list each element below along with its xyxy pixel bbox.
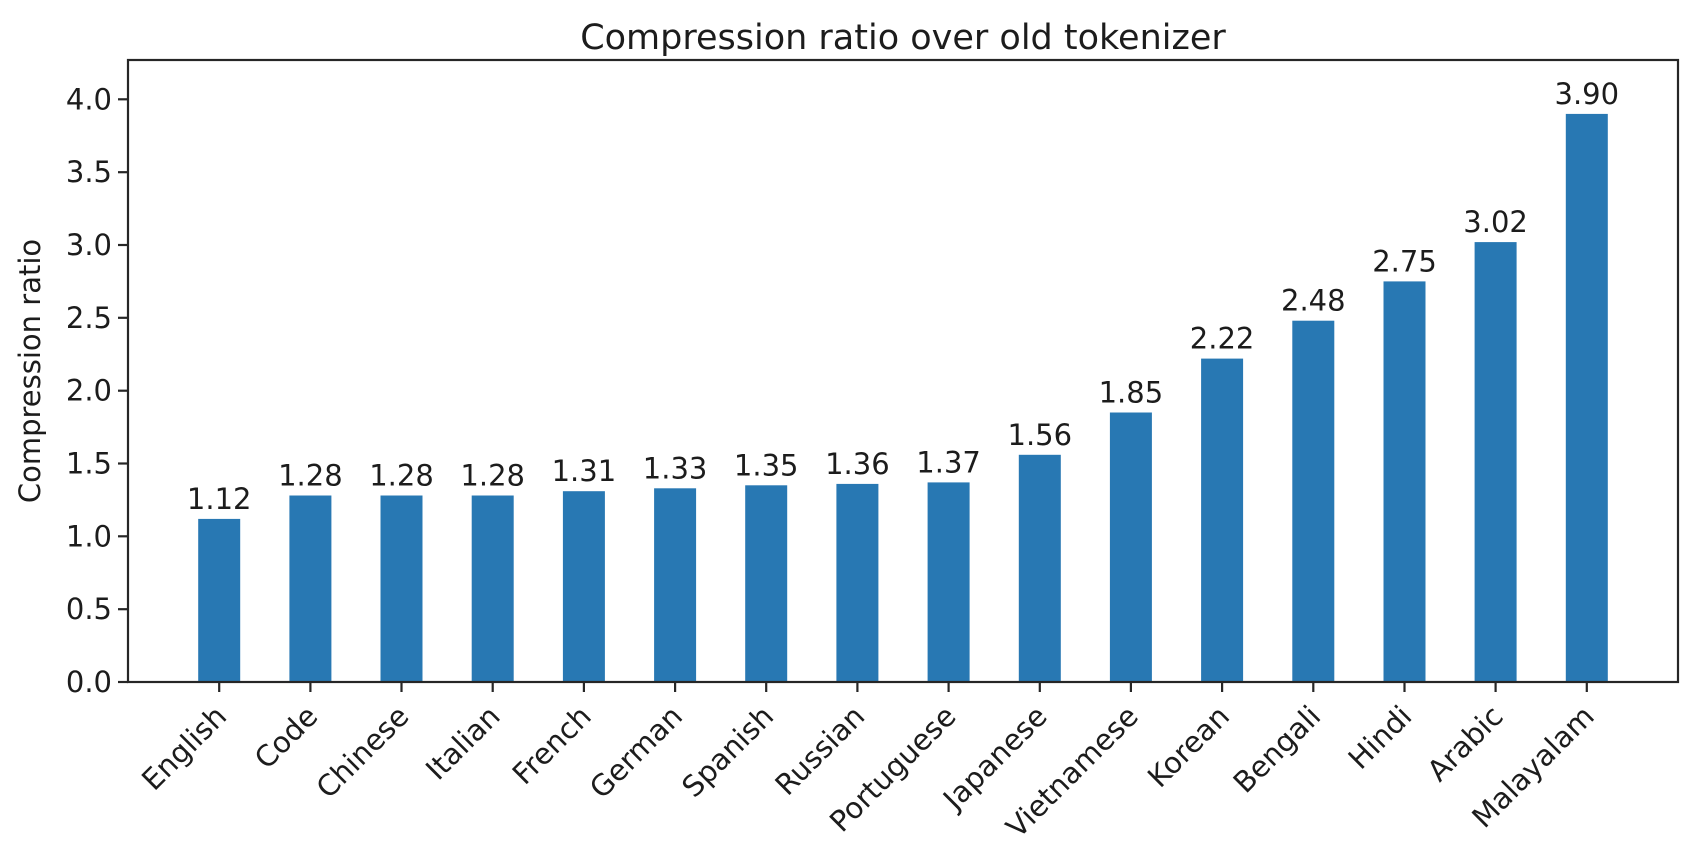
bar-value-labels: 1.12 1.28 1.28 1.28 1.31 1.33 1.35 1.36 1.37 1.56…	[187, 77, 1619, 516]
bar-value-label-vietnamese: 1.85	[1099, 376, 1164, 410]
x-tick-label-french: French	[506, 699, 598, 791]
x-tick-label-arabic: Arabic	[1420, 699, 1509, 788]
bar-vietnamese	[1109, 412, 1152, 682]
plot-border	[126, 58, 1680, 684]
y-tick-label-1.0: 1.0	[66, 519, 112, 553]
bar-value-label-french: 1.31	[552, 454, 617, 488]
bar-french	[562, 491, 605, 682]
bar-value-label-spanish: 1.35	[734, 448, 799, 482]
x-tick-label-italian: Italian	[419, 699, 507, 787]
bar-german	[654, 488, 697, 682]
y-tick-label-2.5: 2.5	[66, 301, 112, 335]
bar-value-label-code: 1.28	[278, 459, 343, 493]
bar-malayalam	[1565, 113, 1608, 682]
bar-value-label-english: 1.12	[187, 482, 252, 516]
bar-value-label-german: 1.33	[643, 451, 708, 485]
bar-value-label-japanese: 1.56	[1008, 418, 1073, 452]
bar-english	[198, 518, 241, 682]
y-tick-label-3.5: 3.5	[66, 155, 112, 189]
bar-korean	[1201, 358, 1244, 682]
bar-bengali	[1292, 320, 1335, 682]
bar-spanish	[745, 485, 788, 682]
y-tick-label-0.0: 0.0	[66, 665, 112, 699]
bar-hindi	[1383, 281, 1426, 682]
bar-value-label-chinese: 1.28	[369, 459, 434, 493]
bar-italian	[471, 495, 514, 682]
bar-value-label-arabic: 3.02	[1463, 205, 1528, 239]
y-tick-label-2.0: 2.0	[66, 374, 112, 408]
bar-japanese	[1018, 454, 1061, 682]
x-tick-label-chinese: Chinese	[309, 699, 415, 805]
bar-value-label-korean: 2.22	[1190, 322, 1255, 356]
y-tick-label-0.5: 0.5	[66, 592, 112, 626]
bar-value-label-malayalam: 3.90	[1555, 77, 1620, 111]
x-tick-label-korean: Korean	[1141, 699, 1236, 794]
x-tick-label-german: German	[583, 699, 689, 805]
bar-value-label-portuguese: 1.37	[916, 445, 981, 479]
x-tick-label-code: Code	[248, 699, 325, 776]
bar-value-label-bengali: 2.48	[1281, 284, 1346, 318]
bar-value-label-hindi: 2.75	[1372, 244, 1437, 278]
y-tick-label-1.5: 1.5	[66, 447, 112, 481]
chart-title: Compression ratio over old tokenizer	[580, 18, 1226, 58]
x-tick-label-bengali: Bengali	[1227, 699, 1328, 800]
bar-value-label-italian: 1.28	[460, 459, 525, 493]
bar-russian	[836, 483, 879, 682]
bar-code	[289, 495, 332, 682]
bars-group	[198, 113, 1608, 682]
bar-arabic	[1474, 242, 1517, 682]
y-axis-label: Compression ratio	[13, 239, 47, 503]
x-tick-label-english: English	[135, 699, 233, 797]
y-tick-label-4.0: 4.0	[66, 82, 112, 116]
y-tick-label-3.0: 3.0	[66, 228, 112, 262]
bar-value-label-russian: 1.36	[825, 447, 890, 481]
bar-portuguese	[927, 482, 970, 682]
y-axis: 0.0 0.5 1.0 1.5 2.0 2.5 3.0 3.5 4.0	[66, 82, 128, 699]
bar-chinese	[380, 495, 423, 682]
x-tick-label-hindi: Hindi	[1342, 699, 1419, 776]
x-tick-label-spanish: Spanish	[675, 699, 780, 804]
